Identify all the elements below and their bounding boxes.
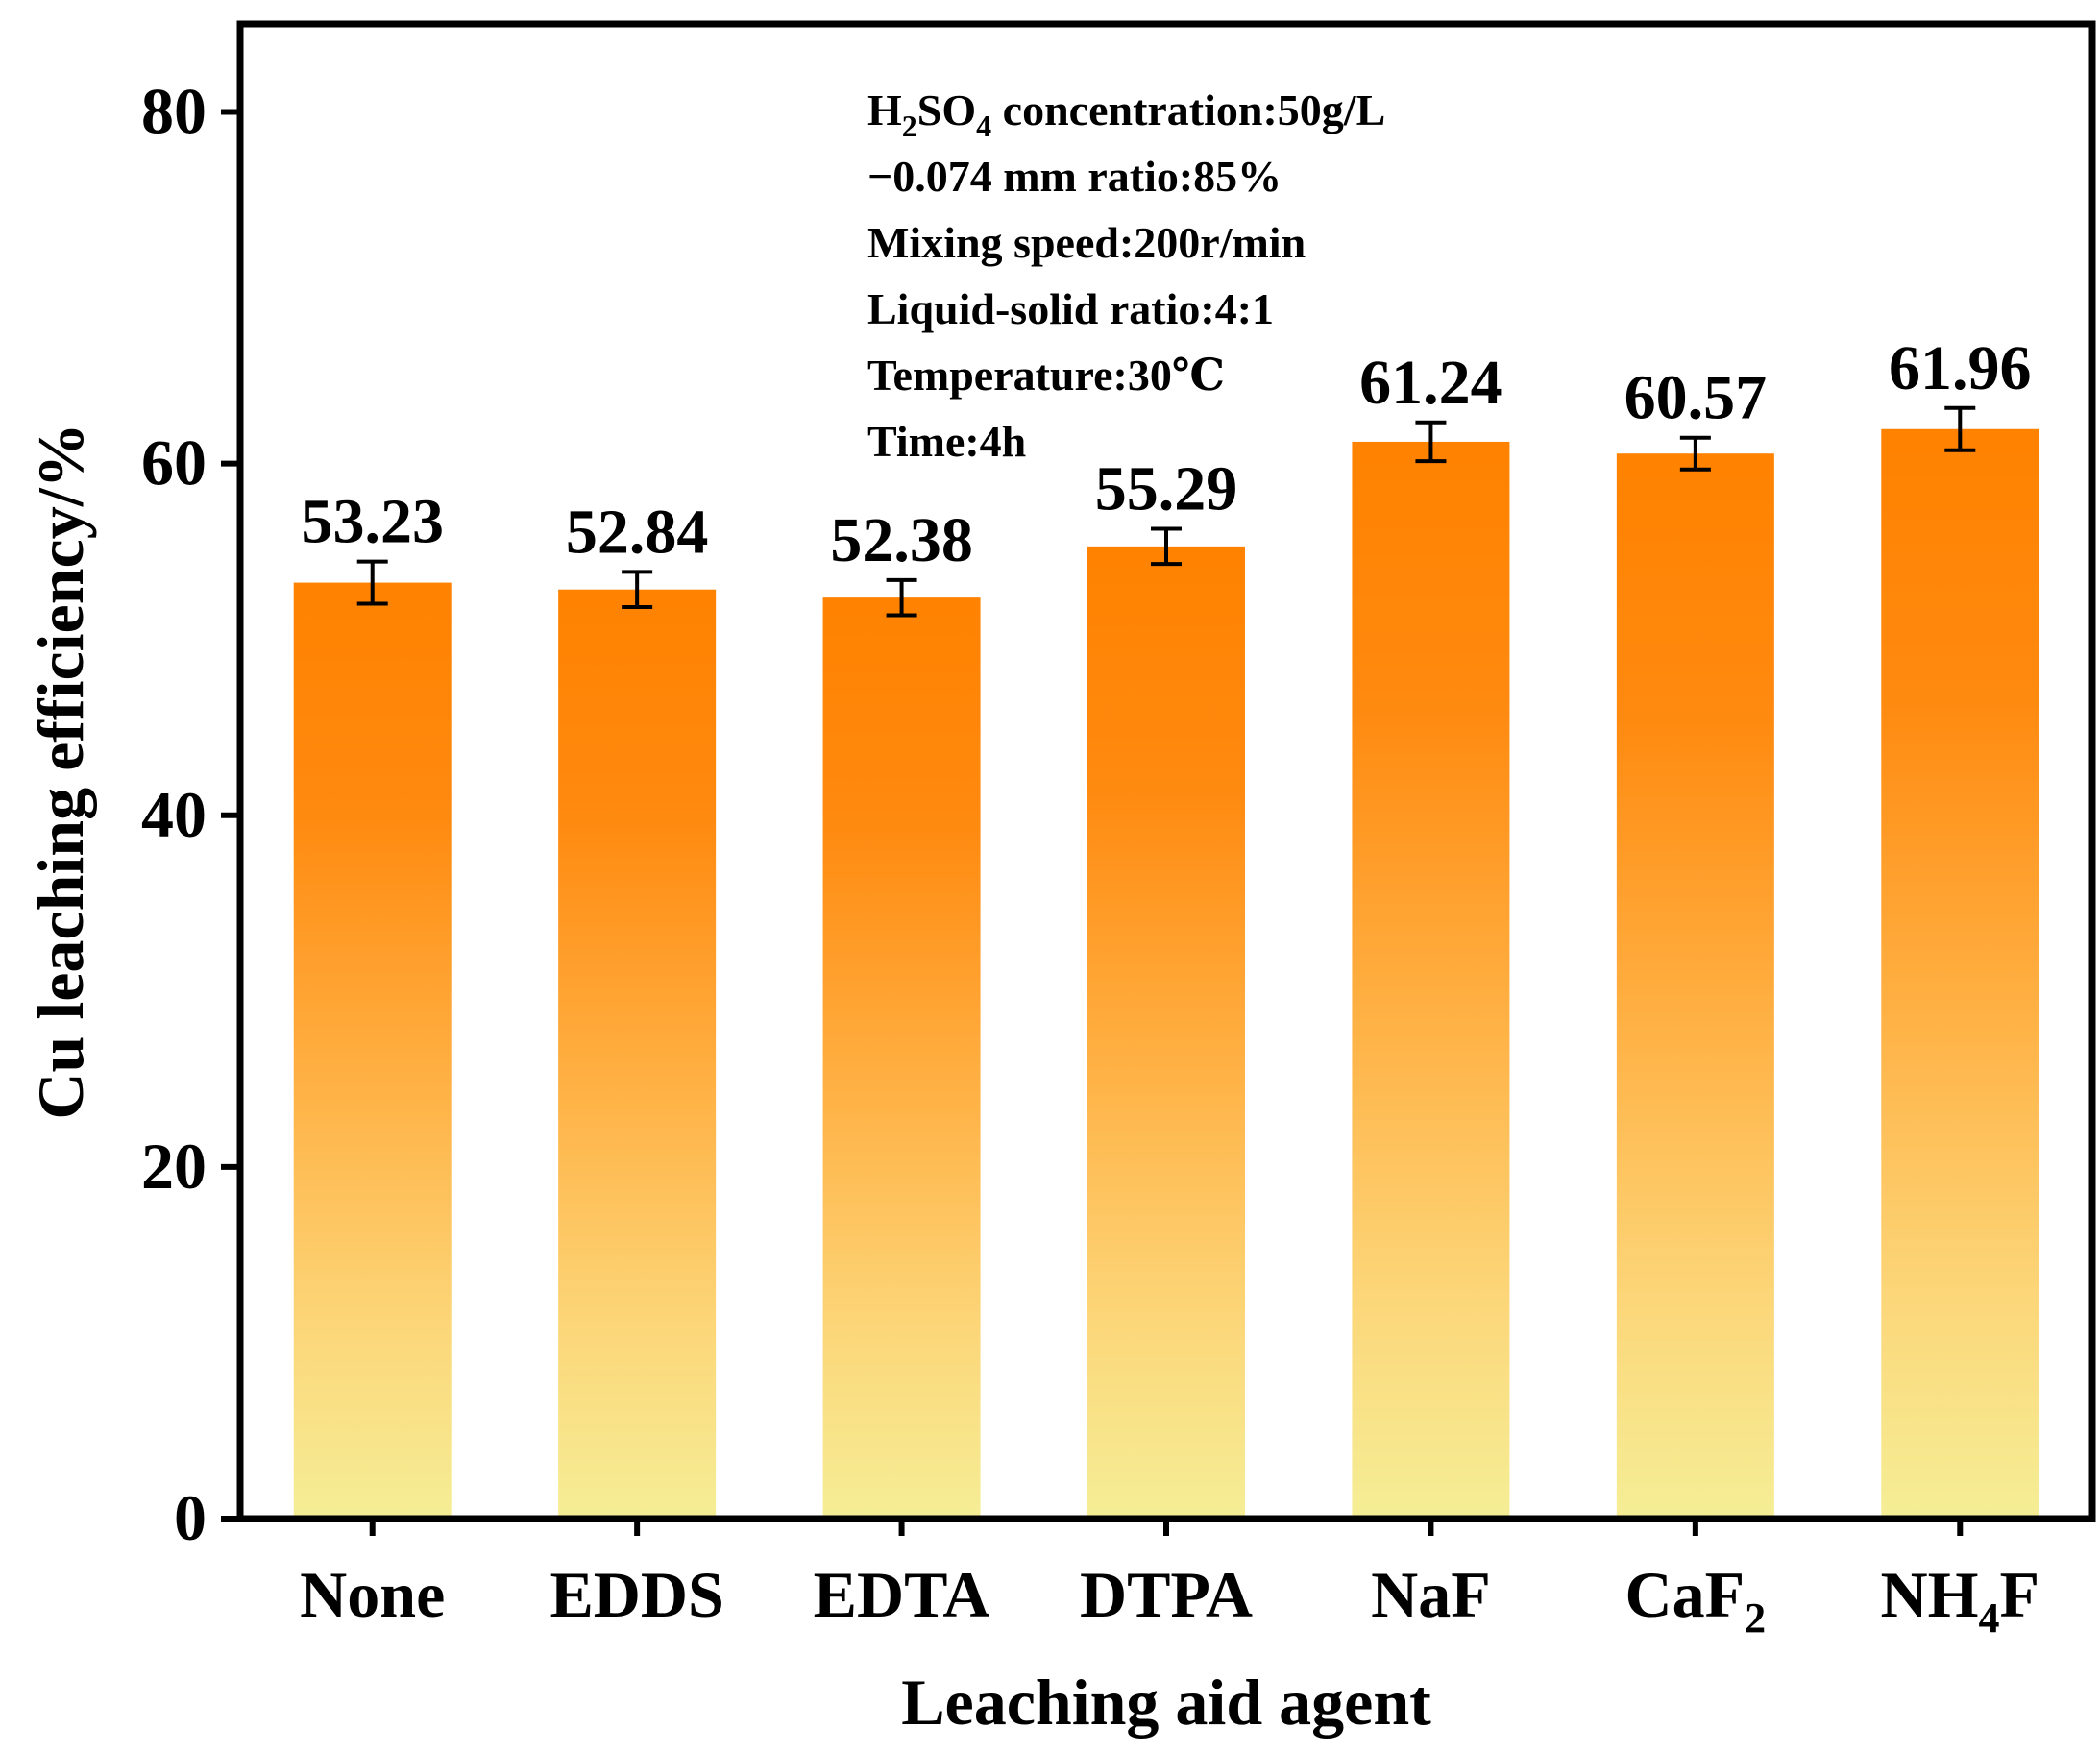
y-axis-label: Cu leaching efficiency/% xyxy=(24,423,97,1119)
error-bars-layer xyxy=(356,405,1976,618)
value-label-nh4f: 61.96 xyxy=(1889,333,2032,403)
x-tick-label-edta: EDTA xyxy=(814,1558,990,1631)
y-tick-label: 40 xyxy=(141,778,207,851)
value-label-edds: 52.84 xyxy=(566,497,709,567)
annotation-line: Liquid-solid ratio:4:1 xyxy=(867,284,1274,333)
error-bar-edds xyxy=(622,570,653,610)
annotation-line: Time:4h xyxy=(867,417,1026,466)
value-label-edta: 52.38 xyxy=(830,505,973,575)
error-bar-dtpa xyxy=(1151,526,1182,567)
bar-edds xyxy=(558,589,717,1519)
bar-dtpa xyxy=(1087,546,1245,1519)
x-tick-label-dtpa: DTPA xyxy=(1080,1558,1253,1631)
error-bar-edta xyxy=(886,577,917,618)
value-label-caf2: 60.57 xyxy=(1624,363,1768,433)
error-bar-nh4f xyxy=(1944,405,1976,452)
y-tick-label: 80 xyxy=(141,75,207,148)
bar-none xyxy=(293,582,452,1519)
x-tick-label-caf2: CaF2 xyxy=(1625,1558,1767,1642)
error-bar-caf2 xyxy=(1679,435,1711,472)
x-tick-label-naf: NaF xyxy=(1371,1558,1491,1631)
x-tick-label-edds: EDDS xyxy=(549,1558,723,1631)
value-label-none: 53.23 xyxy=(301,487,444,557)
bars-layer xyxy=(293,428,2039,1520)
annotation-line: H2SO4 concentration:50g/L xyxy=(867,85,1385,143)
value-label-naf: 61.24 xyxy=(1359,348,1502,418)
annotation-line: Temperature:30℃ xyxy=(867,351,1225,400)
annotation-line: −0.074 mm ratio:85% xyxy=(867,152,1282,201)
conditions-annotation: H2SO4 concentration:50g/L −0.074 mm ratio… xyxy=(867,85,1385,466)
bar-nh4f xyxy=(1881,428,2039,1519)
error-bar-none xyxy=(356,559,388,606)
y-tick-label: 0 xyxy=(174,1481,207,1554)
x-tick-label-nh4f: NH4F xyxy=(1881,1558,2040,1642)
value-labels-layer: 53.23 52.84 52.38 55.29 61.24 60.57 61.96 xyxy=(301,333,2031,575)
y-axis-ticks: 0 20 40 60 80 xyxy=(141,75,240,1554)
error-bar-naf xyxy=(1415,420,1447,464)
x-axis-ticks: None EDDS EDTA DTPA NaF CaF2 NH4F xyxy=(300,1519,2039,1642)
annotation-line: Mixing speed:200r/min xyxy=(867,218,1306,267)
value-label-dtpa: 55.29 xyxy=(1095,454,1238,524)
bar-caf2 xyxy=(1616,453,1774,1520)
bar-naf xyxy=(1352,441,1510,1519)
x-tick-label-none: None xyxy=(300,1558,445,1631)
bar-edta xyxy=(822,597,981,1519)
y-tick-label: 20 xyxy=(141,1130,207,1203)
x-axis-label: Leaching aid agent xyxy=(901,1666,1431,1739)
y-tick-label: 60 xyxy=(141,426,207,499)
